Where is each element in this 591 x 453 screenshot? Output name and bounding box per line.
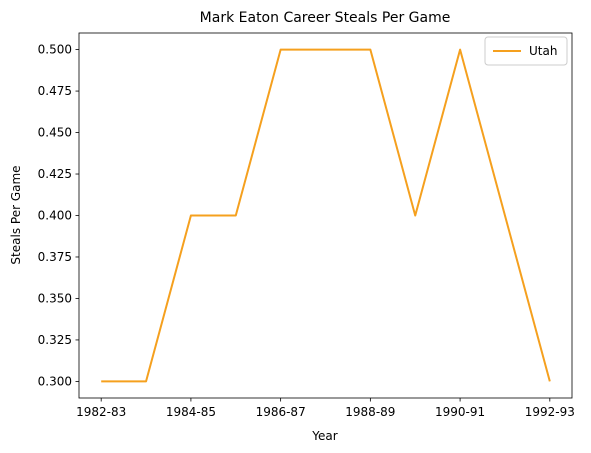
x-axis-label: Year — [311, 429, 337, 443]
y-tick-label: 0.475 — [38, 84, 72, 98]
y-tick-label: 0.400 — [38, 209, 72, 223]
y-tick-label: 0.425 — [38, 167, 72, 181]
x-tick-label: 1992-93 — [525, 405, 575, 419]
chart-title: Mark Eaton Career Steals Per Game — [200, 10, 451, 26]
y-tick-label: 0.450 — [38, 126, 72, 140]
x-tick-label: 1984-85 — [166, 405, 216, 419]
series-line-utah — [101, 48, 551, 383]
y-tick-label: 0.325 — [38, 333, 72, 347]
x-tick-label: 1990-91 — [435, 405, 485, 419]
y-tick-label: 0.375 — [38, 250, 72, 264]
axes-frame — [78, 32, 573, 399]
y-tick-label: 0.300 — [38, 374, 72, 388]
legend-label: Utah — [529, 44, 557, 58]
legend: Utah — [484, 36, 568, 66]
x-tick-label: 1988-89 — [345, 405, 395, 419]
y-axis-label: Steals Per Game — [9, 165, 23, 264]
y-tick-label: 0.500 — [38, 43, 72, 57]
x-tick-label: 1982-83 — [76, 405, 126, 419]
x-tick-label: 1986-87 — [256, 405, 306, 419]
y-tick-label: 0.350 — [38, 291, 72, 305]
legend-box — [484, 36, 568, 66]
plot-area: 0.300 0.325 0.350 0.375 0.400 0.425 0.450 0.475… — [38, 32, 575, 419]
